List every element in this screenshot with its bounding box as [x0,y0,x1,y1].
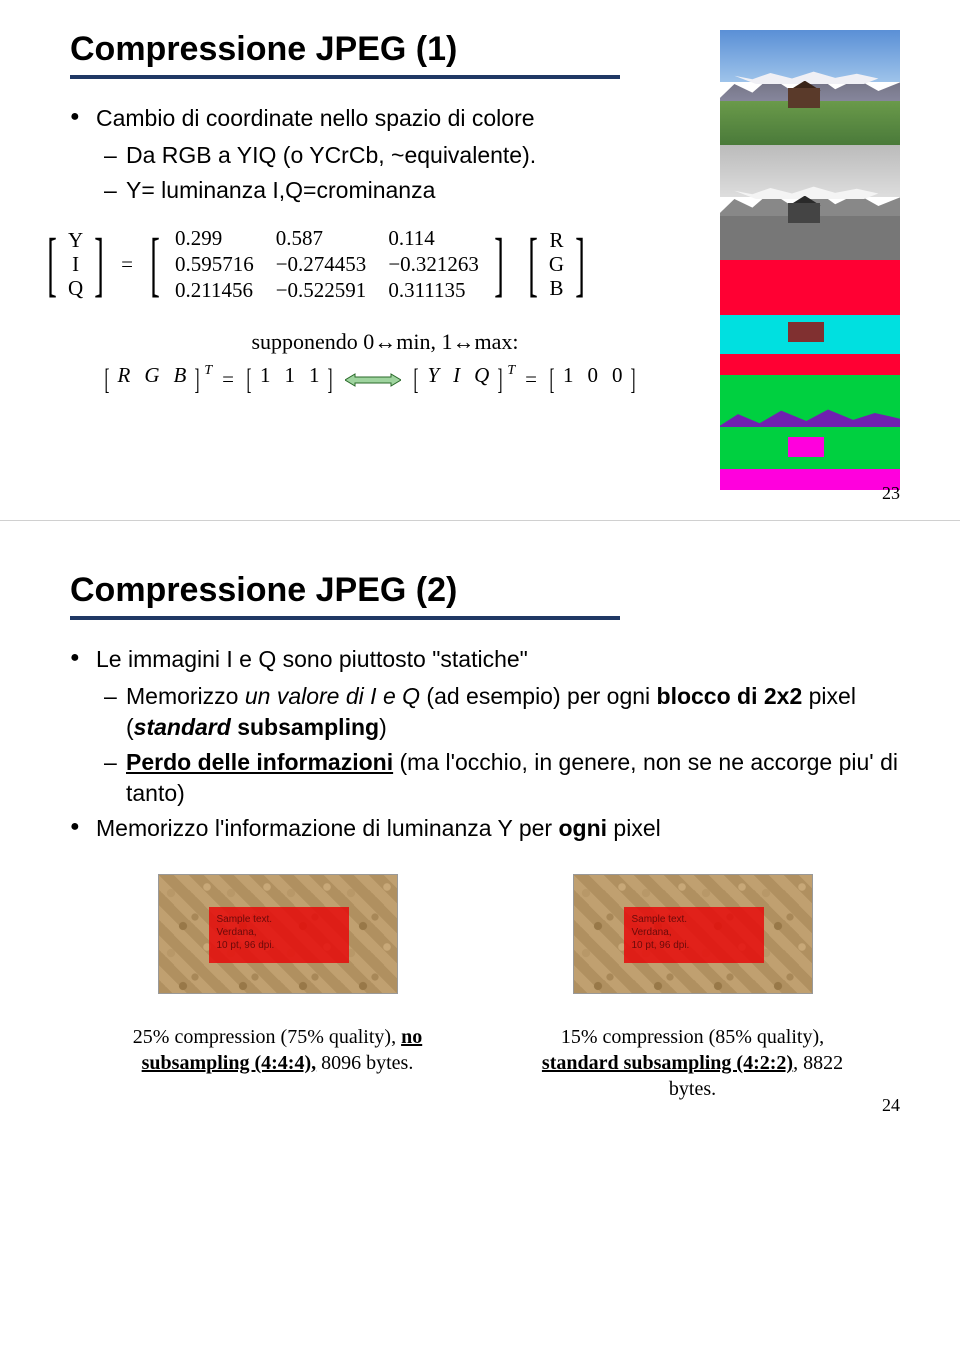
rv-1b: 1 [284,363,295,388]
title-underline [70,75,620,79]
image-strip [720,30,900,490]
vec-i: I [72,252,79,276]
slide-1: Compressione JPEG (1) Cambio di coordina… [0,0,960,520]
t: standard subsampling (4:2:2) [542,1052,793,1074]
vec-r: R [549,228,563,252]
yiq-matrix-equation: [ Y I Q ] = [ 0.299 0.587 0.114 0.595 [40,224,700,304]
t: Memorizzo [126,683,245,709]
sub-bullet: Da RGB a YIQ (o YCrCb, ~equivalente). [70,140,700,171]
rv-0b: 0 [612,363,623,388]
rv-1a: 1 [260,363,271,388]
vec-b: B [549,276,563,300]
t: subsampling [231,714,379,740]
m11: −0.274453 [276,252,367,276]
rv-B: B [174,363,187,388]
equals: = [121,252,133,277]
sample-image-std-subsampling: Sample text. Verdana, 10 pt, 96 dpi. [573,874,813,994]
t: un valore di I e Q [245,683,420,709]
bullet: Memorizzo l'informazione di luminanza Y … [70,813,900,844]
transpose-T: T [204,363,212,379]
rowvec-equation: [ R G B ] T = [ 1 1 1 [40,363,700,397]
strip-rgb [720,30,900,145]
crominanza-label: I,Q=crominanza [272,177,435,203]
strip-i-chroma [720,260,900,375]
luminanza-label: Y= luminanza [126,177,266,203]
slide-2: Compressione JPEG (2) Le immagini I e Q … [0,521,960,1132]
t: Sample text. [632,914,688,925]
vec-y: Y [68,228,83,252]
slide2-title: Compressione JPEG (2) [70,571,900,610]
eq3: = [525,367,537,392]
rv-G: G [144,363,159,388]
strip-y-luma [720,145,900,260]
rv-I: I [453,363,460,388]
sample-text-box: Sample text. Verdana, 10 pt, 96 dpi. [624,907,764,963]
rv-0a: 0 [587,363,598,388]
bullet: Cambio di coordinate nello spazio di col… [70,103,700,134]
rv-Q: Q [474,363,489,388]
t: Verdana, [632,927,672,938]
sub-bullet-text: Da RGB a YIQ (o YCrCb, ~equivalente). [126,142,536,168]
t: 8096 bytes. [316,1052,413,1074]
m20: 0.211456 [175,278,254,302]
t: (ad esempio) per ogni [420,683,657,709]
t: blocco di 2x2 [657,683,803,709]
t: ) [379,714,387,740]
sub-bullet: Memorizzo un valore di I e Q (ad esempio… [70,681,900,743]
t: 25% compression (75% quality), [133,1026,401,1048]
sub-bullet: Perdo delle informazioni (ma l'occhio, i… [70,747,900,809]
page-number: 23 [882,483,900,504]
m12: −0.321263 [388,252,479,276]
bullet: Le immagini I e Q sono piuttosto "static… [70,644,900,675]
t: Memorizzo l'informazione di luminanza Y … [96,815,558,841]
eq2: = [222,367,234,392]
t: 15% compression (85% quality), [561,1026,824,1048]
rv-Y: Y [427,363,439,388]
m02: 0.114 [388,226,479,250]
caption-right: 15% compression (85% quality), standard … [523,1024,863,1102]
m22: 0.311135 [388,278,479,302]
slide1-title: Compressione JPEG (1) [70,30,700,69]
sample-text-box: Sample text. Verdana, 10 pt, 96 dpi. [209,907,349,963]
bullet-text: Le immagini I e Q sono piuttosto "static… [96,646,528,672]
title-underline [70,616,620,620]
t: 10 pt, 96 dpi. [217,940,275,951]
t: 10 pt, 96 dpi. [632,940,690,951]
bullet-text: Cambio di coordinate nello spazio di col… [96,105,535,131]
sub-bullet: Y= luminanza I,Q=crominanza [70,175,700,206]
sample-image-no-subsampling: Sample text. Verdana, 10 pt, 96 dpi. [158,874,398,994]
page-number: 24 [882,1095,900,1116]
t: ogni [558,815,607,841]
m21: −0.522591 [276,278,367,302]
caption-left: 25% compression (75% quality), no subsam… [108,1024,448,1102]
m01: 0.587 [276,226,367,250]
t: pixel [607,815,661,841]
rv-1: 1 [563,363,574,388]
strip-q-chroma [720,375,900,490]
t: Sample text. [217,914,273,925]
t: Perdo delle informazioni [126,749,393,775]
rv-R: R [118,363,131,388]
transpose-T2: T [507,363,515,379]
supponendo-text: supponendo 0↔min, 1↔max: [70,329,700,355]
bidirectional-arrow-icon [345,371,401,389]
m00: 0.299 [175,226,254,250]
vec-q: Q [68,276,83,300]
t: Verdana, [217,927,257,938]
m10: 0.595716 [175,252,254,276]
rv-1c: 1 [309,363,320,388]
t: standard [134,714,231,740]
vec-g: G [549,252,564,276]
matrix-3x3: 0.299 0.587 0.114 0.595716 −0.274453 −0.… [167,224,487,304]
